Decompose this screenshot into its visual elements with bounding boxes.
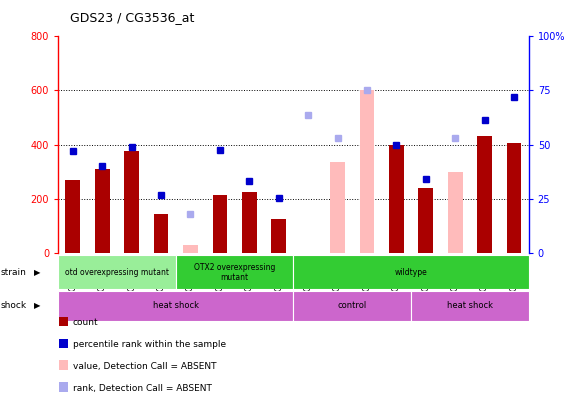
Bar xyxy=(242,192,257,253)
Text: control: control xyxy=(338,301,367,310)
Bar xyxy=(293,255,529,289)
Bar xyxy=(59,382,67,392)
Text: otd overexpressing mutant: otd overexpressing mutant xyxy=(65,268,169,277)
Bar xyxy=(213,195,227,253)
Bar xyxy=(507,143,521,253)
Text: heat shock: heat shock xyxy=(153,301,199,310)
Text: ▶: ▶ xyxy=(34,301,40,310)
Text: OTX2 overexpressing
mutant: OTX2 overexpressing mutant xyxy=(194,263,275,282)
Bar xyxy=(293,291,411,321)
Text: shock: shock xyxy=(1,301,27,310)
Bar xyxy=(271,219,286,253)
Bar xyxy=(95,169,110,253)
Bar xyxy=(59,317,67,326)
Bar xyxy=(411,291,529,321)
Bar xyxy=(59,339,67,348)
Bar xyxy=(183,245,198,253)
Bar xyxy=(448,172,462,253)
Bar xyxy=(58,255,175,289)
Text: value, Detection Call = ABSENT: value, Detection Call = ABSENT xyxy=(73,362,216,371)
Bar xyxy=(58,291,293,321)
Text: percentile rank within the sample: percentile rank within the sample xyxy=(73,340,226,349)
Bar xyxy=(418,188,433,253)
Bar xyxy=(154,214,168,253)
Bar xyxy=(59,360,67,370)
Text: GDS23 / CG3536_at: GDS23 / CG3536_at xyxy=(70,11,194,24)
Bar xyxy=(477,136,492,253)
Text: count: count xyxy=(73,318,98,327)
Text: wildtype: wildtype xyxy=(394,268,428,277)
Bar xyxy=(330,162,345,253)
Text: heat shock: heat shock xyxy=(447,301,493,310)
Bar xyxy=(360,90,374,253)
Text: rank, Detection Call = ABSENT: rank, Detection Call = ABSENT xyxy=(73,384,211,392)
Bar xyxy=(66,180,80,253)
Text: ▶: ▶ xyxy=(34,268,40,277)
Text: strain: strain xyxy=(1,268,27,277)
Bar xyxy=(124,151,139,253)
Bar xyxy=(389,145,404,253)
Bar xyxy=(175,255,293,289)
